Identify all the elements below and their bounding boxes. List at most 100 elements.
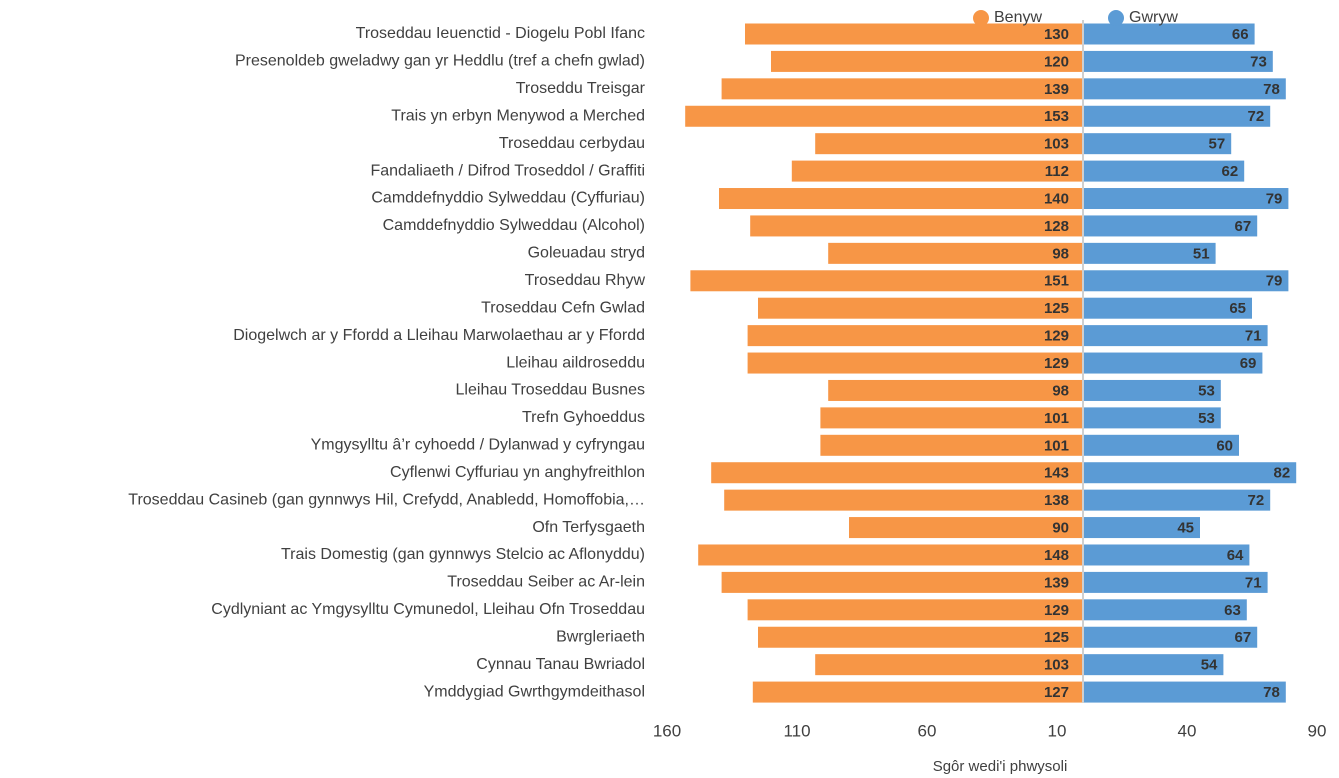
value-label: 138 [1044,492,1069,509]
value-label: 112 [1045,163,1069,180]
bar [791,160,1082,182]
bar [1084,160,1245,182]
value-label: 125 [1044,629,1069,646]
value-label: 63 [1224,602,1241,619]
x-tick-label: 10 [1048,721,1067,740]
bar [1084,462,1297,484]
bar [747,352,1082,374]
value-label: 140 [1044,190,1069,207]
category-label: Bwrgleriaeth [556,628,645,645]
bar [745,23,1082,45]
category-label: Camddefnyddio Sylweddau (Alcohol) [383,217,645,234]
value-label: 69 [1240,355,1257,372]
bar [1084,242,1216,264]
category-label: Ymddygiad Gwrthgymdeithasol [424,683,645,700]
x-tick-label: 60 [918,721,937,740]
bar [1084,215,1258,237]
bar [815,133,1082,155]
category-label: Trais Domestig (gan gynnwys Stelcio ac A… [281,546,645,563]
value-label: 67 [1235,218,1252,235]
category-label: Trais yn erbyn Menywod a Merched [391,107,645,124]
bar [1084,133,1232,155]
value-label: 129 [1044,602,1069,619]
bar [1084,379,1221,401]
bar [1084,407,1221,429]
category-label: Troseddau Rhyw [525,272,646,289]
category-label: Camddefnyddio Sylweddau (Cyffuriau) [371,190,645,207]
bar [1084,544,1250,566]
value-label: 151 [1044,273,1069,290]
bar [815,654,1082,676]
bar [758,626,1082,648]
bar [1084,489,1271,511]
category-label: Troseddu Treisgar [516,80,646,97]
category-label: Troseddau Cefn Gwlad [481,299,645,316]
value-label: 143 [1044,465,1069,482]
value-label: 78 [1263,81,1280,98]
bar [1084,571,1268,593]
category-label: Ofn Terfysgaeth [532,519,645,536]
bar [1084,654,1224,676]
bar [1084,517,1200,539]
bar [724,489,1082,511]
bar [820,407,1082,429]
value-label: 98 [1052,382,1069,399]
category-label: Trefn Gyhoeddus [522,409,645,426]
value-label: 153 [1044,108,1069,125]
value-label: 139 [1044,81,1069,98]
bar [750,215,1082,237]
value-label: 120 [1044,53,1069,70]
value-label: 90 [1052,520,1069,537]
category-label: Troseddau Casineb (gan gynnwys Hil, Cref… [128,491,645,508]
value-label: 101 [1044,410,1069,427]
value-label: 66 [1232,26,1249,43]
value-label: 53 [1198,382,1215,399]
bar [685,105,1082,127]
bar [719,188,1082,210]
category-label: Cynnau Tanau Bwriadol [476,656,645,673]
legend-label: Benyw [994,9,1042,26]
bar [820,434,1082,456]
bar [828,242,1082,264]
value-label: 71 [1245,328,1262,345]
x-axis-label: Sgôr wedi'i phwysoli [933,758,1068,775]
bar [849,517,1082,539]
value-label: 67 [1235,629,1252,646]
bar [828,379,1082,401]
category-label: Diogelwch ar y Ffordd a Lleihau Marwolae… [233,327,645,344]
value-label: 129 [1044,328,1069,345]
x-tick-label: 160 [653,721,681,740]
value-label: 71 [1245,574,1262,591]
value-label: 101 [1044,437,1069,454]
bar [1084,352,1263,374]
bar [747,599,1082,621]
value-label: 54 [1201,657,1218,674]
bar [1084,325,1268,347]
bar [1084,297,1252,319]
category-label: Lleihau Troseddau Busnes [456,382,645,399]
value-label: 62 [1222,163,1239,180]
value-label: 98 [1052,245,1069,262]
bar [1084,50,1273,72]
value-label: 79 [1266,273,1283,290]
value-label: 148 [1044,547,1069,564]
bar [752,681,1082,703]
category-label: Troseddau Ieuenctid - Diogelu Pobl Ifanc [356,25,645,42]
category-label: Lleihau aildroseddu [506,354,645,371]
value-label: 64 [1227,547,1244,564]
bar [1084,626,1258,648]
value-label: 79 [1266,190,1283,207]
value-label: 130 [1044,26,1069,43]
bar [698,544,1082,566]
bar [1084,434,1239,456]
x-tick-label: 90 [1308,721,1327,740]
value-label: 78 [1263,684,1280,701]
legend-marker [1108,10,1124,26]
category-label: Cydlyniant ac Ymgysylltu Cymunedol, Llei… [211,601,645,618]
value-label: 57 [1209,136,1226,153]
value-label: 127 [1044,684,1069,701]
value-label: 139 [1044,574,1069,591]
bar [721,571,1082,593]
category-label: Troseddau cerbydau [499,135,645,152]
legend-label: Gwryw [1129,9,1178,26]
